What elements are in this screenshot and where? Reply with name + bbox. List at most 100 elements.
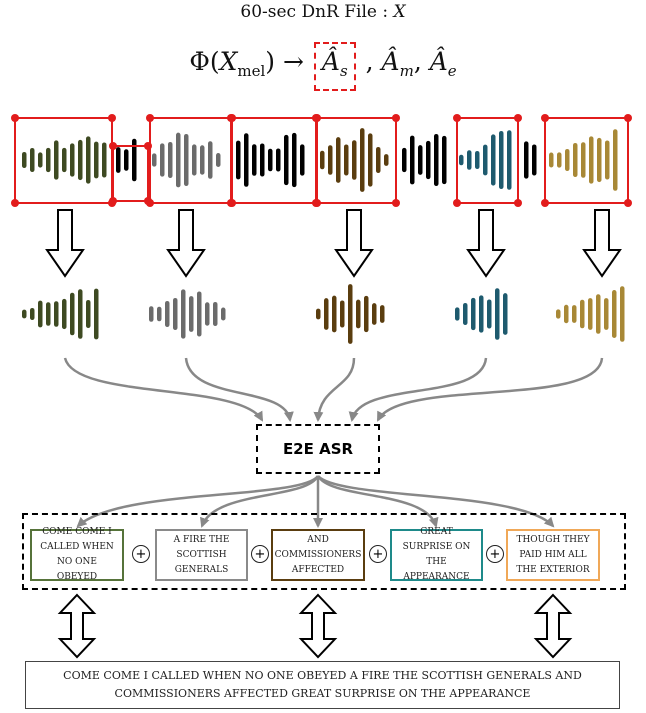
- segment-frame-7: [544, 117, 629, 204]
- frame-corner-dot: [109, 142, 117, 150]
- curve-out-4: [316, 475, 439, 528]
- down-arrow-5: [582, 209, 622, 278]
- speech-stem-highlight: Âs: [313, 42, 356, 91]
- strip-seg-9-bar: [557, 152, 562, 168]
- clip-4-bar: [471, 297, 476, 331]
- strip-seg-3-bar: [160, 143, 165, 177]
- clip-3-bar: [372, 303, 377, 325]
- strip-seg-7-bar: [483, 144, 488, 176]
- plus-icon-1: +: [132, 545, 150, 563]
- frame-corner-dot: [228, 114, 236, 122]
- file-variable: X: [393, 2, 406, 22]
- frame-corner-dot: [624, 199, 632, 207]
- strip-seg-4-bar: [244, 133, 249, 187]
- strip-seg-6-bar: [434, 133, 439, 187]
- strip-seg-5-bar: [368, 133, 373, 187]
- clip-3-bar: [348, 284, 353, 344]
- strip-seg-3-bar: [208, 141, 213, 179]
- strip-seg-9-bar: [605, 140, 610, 180]
- strip-seg-7-bar: [459, 154, 464, 166]
- comma-1: ,: [357, 47, 382, 76]
- strip-seg-5-bar: [360, 128, 365, 192]
- clip-3-bar: [324, 298, 329, 330]
- x-subscript: mel: [237, 62, 266, 80]
- concat-arrow-3: [533, 593, 573, 659]
- strip-seg-3-bar: [200, 145, 205, 175]
- strip-seg-5-bar: [328, 145, 333, 175]
- strip-seg-1-bar: [54, 140, 59, 180]
- strip-seg-1-bar: [62, 147, 67, 173]
- clip-2-bar: [173, 298, 178, 330]
- strip-seg-4-bar: [300, 144, 305, 176]
- segment-transcript-5: THOUGH THEY PAID HIM ALL THE EXTERIOR: [506, 529, 600, 581]
- strip-seg-2-bar: [132, 138, 137, 182]
- segment-frame-6: [456, 117, 519, 204]
- clip-3-bar: [340, 300, 345, 328]
- strip-seg-2-bar: [116, 147, 121, 173]
- plus-icon-4: +: [486, 545, 504, 563]
- clip-1-bar: [78, 289, 83, 339]
- music-stem-symbol: Â: [381, 47, 400, 76]
- frame-corner-dot: [313, 114, 321, 122]
- strip-seg-1-bar: [46, 147, 51, 173]
- clip-5-bar: [556, 309, 561, 319]
- curve-in-1: [63, 357, 264, 422]
- clip-4-bar: [463, 302, 468, 326]
- segment-frames: [11, 114, 632, 207]
- frame-corner-dot: [624, 114, 632, 122]
- strip-seg-7-bar: [507, 130, 512, 190]
- frame-corner-dot: [313, 199, 321, 207]
- strip-seg-9-bar: [589, 136, 594, 184]
- frame-corner-dot: [146, 199, 154, 207]
- clip-1-bar: [22, 309, 27, 319]
- asr-box: E2E ASR: [256, 424, 380, 474]
- plus-icon-2: +: [251, 545, 269, 563]
- segment-text-3: AND COMMISSIONERS AFFECTED: [274, 534, 362, 575]
- strip-seg-9-bar: [565, 149, 570, 171]
- strip-seg-6-bar: [426, 140, 431, 180]
- clip-2-bar: [205, 302, 210, 326]
- frame-corner-dot: [228, 199, 236, 207]
- strip-seg-1-bar: [22, 152, 27, 168]
- segment-text-2: A FIRE THE SCOTTISH GENERALS: [173, 534, 230, 575]
- clip-2-bar: [157, 306, 162, 322]
- asr-input-arrows: [63, 357, 604, 422]
- strip-seg-3-bar: [216, 153, 221, 167]
- clip-2-bar: [197, 291, 202, 337]
- strip-seg-1-bar: [38, 152, 43, 168]
- segment-text-1: COME COME I CALLED WHEN NO ONE OBEYED: [40, 527, 114, 582]
- clip-5-bar: [564, 304, 569, 324]
- curve-in-4: [348, 357, 488, 422]
- frame-corner-dot: [453, 114, 461, 122]
- strip-seg-5-bar: [352, 140, 357, 180]
- clip-4-bar: [503, 293, 508, 335]
- strip-seg-9-bar: [573, 142, 578, 178]
- frame-corner-dot: [392, 114, 400, 122]
- strip-seg-4-bar: [292, 132, 297, 188]
- curve-in-5: [376, 357, 604, 422]
- clip-5-bar: [612, 290, 617, 338]
- clip-5-bar: [620, 286, 625, 342]
- segment-frame-5: [316, 117, 397, 204]
- effects-stem-symbol: Â: [429, 47, 448, 76]
- clip-3-bar: [356, 299, 361, 329]
- clip-2-bar: [181, 289, 186, 339]
- strip-seg-3-bar: [168, 141, 173, 179]
- clip-1-bar: [70, 292, 75, 336]
- strip-seg-3-bar: [184, 133, 189, 187]
- clip-1-bar: [94, 288, 99, 340]
- concat-arrow-2: [298, 593, 338, 659]
- clip-5-bar: [588, 298, 593, 330]
- clip-1-bar: [46, 302, 51, 326]
- frame-corner-dot: [392, 199, 400, 207]
- strip-seg-1-bar: [30, 148, 35, 172]
- down-arrow-1: [45, 209, 85, 278]
- strip-seg-9-bar: [581, 142, 586, 178]
- x-symbol: X: [219, 47, 238, 76]
- clip-4-bar: [479, 295, 484, 333]
- strip-seg-1-bar: [102, 142, 107, 178]
- file-title: 60-sec DnR File : X: [0, 2, 646, 22]
- segment-transcript-3: AND COMMISSIONERS AFFECTED: [271, 529, 365, 581]
- clip-4-bar: [487, 299, 492, 329]
- strip-seg-4-bar: [284, 134, 289, 186]
